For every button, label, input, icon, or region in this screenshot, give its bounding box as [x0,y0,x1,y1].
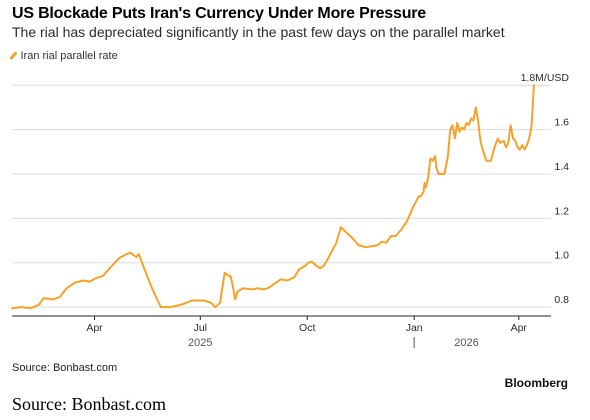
legend-label: Iran rial parallel rate [20,50,118,62]
y-tick-label: 0.8 [554,294,569,306]
bloomberg-logo: Bloomberg [504,376,568,390]
series-line-iran-rial [11,84,535,310]
chart-subtitle: The rial has depreciated significantly i… [12,24,505,40]
y-tick-label: 1.6 [554,117,569,129]
x-tick-label: Apr [86,322,103,334]
source-note: Source: Bonbast.com [12,362,118,374]
x-year-label: 2025 [188,337,212,349]
y-axis-tick-labels: 0.8 1.0 1.2 1.4 1.6 1.8M/USD [521,72,570,306]
x-axis: Apr Jul Oct Jan Apr 2025 2026 [12,315,551,349]
x-tick-label: Apr [511,322,528,334]
source-caption: Source: Bonbast.com [12,394,166,414]
x-tick-label: Jul [194,322,207,334]
chart-title: US Blockade Puts Iran's Currency Under M… [12,5,426,22]
series-layer [11,84,535,310]
legend: Iran rial parallel rate [9,50,118,64]
y-tick-label: 1.0 [554,250,569,262]
y-tick-label: 1.2 [554,205,569,217]
y-tick-label: 1.4 [554,161,569,173]
x-tick-label: Oct [299,322,315,334]
x-year-label: 2026 [454,337,478,349]
y-tick-label: 1.8M/USD [521,72,570,84]
x-tick-label: Jan [406,322,423,334]
